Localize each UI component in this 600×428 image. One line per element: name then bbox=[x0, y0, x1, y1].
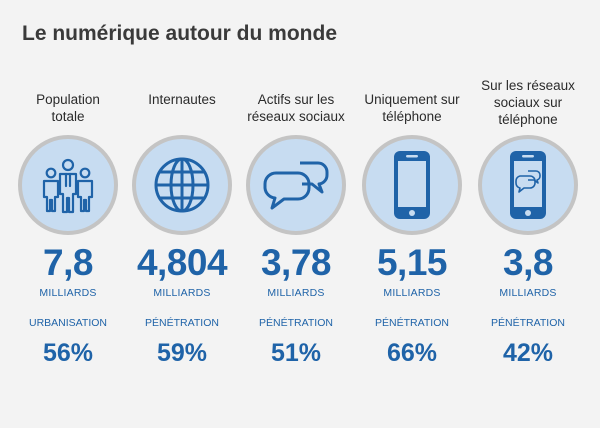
stat-percent: 42% bbox=[502, 339, 554, 367]
stat-icon-circle bbox=[246, 135, 346, 235]
stat-value: 3,8 bbox=[503, 242, 553, 283]
stat-label: Internautes bbox=[148, 92, 216, 107]
people-icon bbox=[42, 158, 94, 214]
stat-unit: MILLIARDS bbox=[153, 287, 211, 299]
stat-value: 5,15 bbox=[376, 242, 448, 283]
page-title: Le numérique autour du monde bbox=[22, 22, 338, 45]
stat-label: Actifs sur les réseaux sociaux bbox=[247, 92, 345, 124]
stat-sublabel: PÉNÉTRATION bbox=[491, 317, 565, 329]
stat-value: 7,8 bbox=[43, 242, 93, 283]
speech-bubbles-icon bbox=[263, 161, 329, 210]
stat-icon-circle bbox=[132, 135, 232, 235]
stat-unit: MILLIARDS bbox=[39, 287, 97, 299]
smartphone-icon bbox=[394, 151, 430, 219]
stat-card-mobile-only: Uniquement sur téléphone 5,15 MILLIARDS … bbox=[354, 0, 470, 428]
stat-icon-circle bbox=[478, 135, 578, 235]
globe-icon bbox=[154, 157, 210, 213]
stat-label: Uniquement sur téléphone bbox=[364, 92, 460, 124]
stat-card-social-active: Actifs sur les réseaux sociaux 3,78 MILL… bbox=[238, 0, 354, 428]
stat-value: 3,78 bbox=[260, 242, 332, 283]
stat-card-population: Population totale 7,8 MILLIARDS URBANISA… bbox=[10, 0, 126, 428]
stat-label: Population totale bbox=[36, 92, 100, 124]
stat-percent: 66% bbox=[386, 339, 438, 367]
stat-label: Sur les réseaux sociaux sur téléphone bbox=[481, 78, 575, 127]
stat-icon-circle bbox=[362, 135, 462, 235]
stat-icon-circle bbox=[18, 135, 118, 235]
stat-value: 4,804 bbox=[136, 242, 228, 283]
stat-percent: 59% bbox=[156, 339, 208, 367]
stat-unit: MILLIARDS bbox=[267, 287, 325, 299]
stat-card-internet-users: Internautes 4,804 MILLIARDS PÉNÉTRATION … bbox=[124, 0, 240, 428]
stat-sublabel: PÉNÉTRATION bbox=[259, 317, 333, 329]
stat-sublabel: PÉNÉTRATION bbox=[145, 317, 219, 329]
stat-card-mobile-social: Sur les réseaux sociaux sur téléphone 3,… bbox=[470, 0, 586, 428]
stat-unit: MILLIARDS bbox=[499, 287, 557, 299]
smartphone-chat-icon bbox=[510, 151, 546, 219]
stat-sublabel: URBANISATION bbox=[29, 317, 107, 329]
stat-percent: 51% bbox=[270, 339, 322, 367]
stat-sublabel: PÉNÉTRATION bbox=[375, 317, 449, 329]
stat-percent: 56% bbox=[42, 339, 94, 367]
stat-unit: MILLIARDS bbox=[383, 287, 441, 299]
